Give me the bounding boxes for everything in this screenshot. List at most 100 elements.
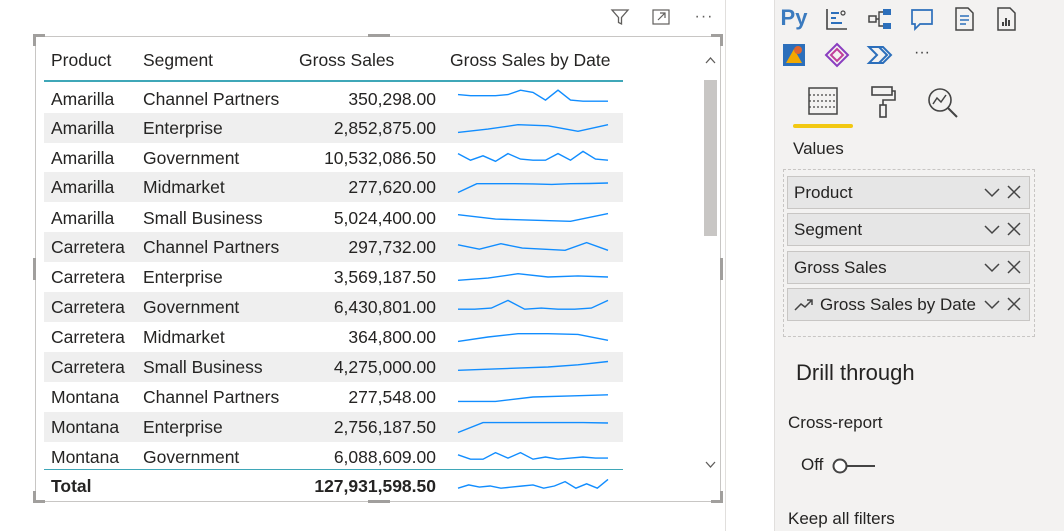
cell-product: Carretera bbox=[51, 237, 125, 257]
cell-gross-sales: 277,620.00 bbox=[348, 177, 436, 197]
close-icon[interactable] bbox=[1005, 220, 1023, 238]
table-row[interactable]: Carretera Enterprise 3,569,187.50 bbox=[44, 262, 623, 292]
cell-segment: Government bbox=[143, 447, 240, 467]
sparkline-path bbox=[457, 123, 609, 134]
sparkline-path bbox=[457, 332, 609, 343]
power-apps-diamond-icon[interactable] bbox=[822, 40, 852, 70]
column-header-gross-sales-by-date[interactable]: Gross Sales by Date bbox=[450, 50, 611, 70]
sparkline-path bbox=[457, 182, 609, 194]
resize-handle-tr[interactable] bbox=[711, 34, 723, 37]
resize-handle-left[interactable] bbox=[33, 258, 36, 280]
smart-narrative-icon[interactable] bbox=[991, 4, 1021, 34]
analytics-tab-icon[interactable] bbox=[923, 84, 963, 120]
python-visual-icon[interactable]: Py bbox=[779, 3, 809, 33]
values-well[interactable] bbox=[783, 169, 1035, 337]
table-row[interactable]: Amarilla Enterprise 2,852,875.00 bbox=[44, 113, 623, 143]
cell-product: Amarilla bbox=[51, 177, 115, 197]
resize-handle-tl-v[interactable] bbox=[33, 34, 36, 46]
header-divider bbox=[44, 80, 623, 82]
column-header-product[interactable]: Product bbox=[51, 50, 112, 70]
cell-segment: Small Business bbox=[143, 208, 263, 228]
table-row[interactable]: Amarilla Channel Partners 350,298.00 bbox=[44, 84, 623, 114]
table-row[interactable]: Montana Channel Partners 277,548.00 bbox=[44, 382, 623, 412]
close-icon[interactable] bbox=[1005, 183, 1023, 201]
resize-handle-bl[interactable] bbox=[33, 500, 45, 503]
table-row[interactable]: Carretera Government 6,430,801.00 bbox=[44, 292, 623, 322]
power-apps-icon[interactable] bbox=[779, 40, 809, 70]
table-row[interactable]: Amarilla Government 10,532,086.50 bbox=[44, 143, 623, 173]
cell-product: Montana bbox=[51, 447, 120, 467]
scroll-up-icon[interactable] bbox=[703, 52, 718, 67]
cell-product: Amarilla bbox=[51, 118, 115, 138]
chevron-down-icon[interactable] bbox=[983, 295, 1001, 313]
cell-gross-sales: 5,024,400.00 bbox=[333, 208, 436, 228]
field-pill[interactable]: Product bbox=[787, 176, 1030, 209]
resize-handle-bottom[interactable] bbox=[368, 500, 390, 503]
resize-handle-bl-v[interactable] bbox=[33, 491, 36, 503]
cell-gross-sales: 4,275,000.00 bbox=[333, 357, 436, 377]
scrollbar-thumb[interactable] bbox=[704, 80, 717, 236]
table-row[interactable]: Carretera Small Business 4,275,000.00 bbox=[44, 352, 623, 382]
field-pill[interactable]: Gross Sales bbox=[787, 251, 1030, 284]
scroll-down-icon[interactable] bbox=[703, 457, 718, 472]
cell-segment: Midmarket bbox=[143, 327, 225, 347]
cell-gross-sales: 3,569,187.50 bbox=[333, 267, 436, 287]
sparkline bbox=[457, 241, 609, 252]
field-name: Segment bbox=[794, 220, 863, 239]
sparkline-path bbox=[458, 299, 609, 310]
sparkline-path bbox=[457, 212, 609, 223]
table-row[interactable]: Carretera Channel Partners 297,732.00 bbox=[44, 232, 623, 262]
sparkline-path bbox=[457, 421, 609, 434]
visual-more-label: ··· bbox=[914, 44, 930, 61]
table-row[interactable]: Carretera Midmarket 364,800.00 bbox=[44, 322, 623, 352]
resize-handle-br-v[interactable] bbox=[720, 491, 723, 503]
paginated-report-icon[interactable] bbox=[949, 4, 979, 34]
column-header-gross-sales[interactable]: Gross Sales bbox=[299, 50, 395, 70]
table-row[interactable]: Amarilla Small Business 5,024,400.00 bbox=[44, 203, 623, 233]
resize-handle-br[interactable] bbox=[711, 500, 723, 503]
visual-icon-ellipsis[interactable]: ··· bbox=[907, 38, 937, 68]
close-icon[interactable] bbox=[1005, 295, 1023, 313]
qa-icon[interactable] bbox=[907, 4, 937, 34]
chevron-down-icon[interactable] bbox=[983, 258, 1001, 276]
field-pill[interactable]: Gross Sales by Date bbox=[787, 288, 1030, 321]
more-options-icon[interactable]: ··· bbox=[693, 7, 715, 27]
sparkline bbox=[457, 332, 609, 343]
cell-gross-sales: 350,298.00 bbox=[348, 89, 436, 109]
resize-handle-top[interactable] bbox=[368, 34, 390, 37]
chevron-down-icon[interactable] bbox=[983, 183, 1001, 201]
power-automate-icon[interactable] bbox=[865, 40, 895, 70]
resize-handle-right[interactable] bbox=[720, 258, 723, 280]
resize-handle-tl[interactable] bbox=[33, 34, 45, 37]
sparkline-path bbox=[457, 478, 609, 490]
decomposition-tree-icon[interactable] bbox=[865, 4, 895, 34]
active-tab-indicator bbox=[793, 124, 853, 128]
cell-product: Carretera bbox=[51, 357, 125, 377]
filter-icon[interactable] bbox=[609, 7, 631, 27]
total-sparkline bbox=[457, 478, 609, 490]
resize-handle-tr-v[interactable] bbox=[720, 34, 723, 46]
cell-segment: Channel Partners bbox=[143, 387, 280, 407]
field-name: Gross Sales bbox=[794, 258, 887, 277]
sparkline bbox=[457, 212, 609, 223]
focus-mode-icon[interactable] bbox=[650, 7, 672, 27]
cross-report-toggle-state: Off bbox=[801, 455, 824, 474]
fields-tab-icon[interactable] bbox=[803, 84, 843, 120]
chevron-down-icon[interactable] bbox=[983, 220, 1001, 238]
field-pill[interactable]: Segment bbox=[787, 213, 1030, 246]
cell-gross-sales: 277,548.00 bbox=[348, 387, 436, 407]
table-row[interactable]: Montana Enterprise 2,756,187.50 bbox=[44, 412, 623, 442]
sparkline-field-icon bbox=[794, 297, 814, 313]
close-icon[interactable] bbox=[1005, 258, 1023, 276]
table-row[interactable]: Montana Government 6,088,609.00 bbox=[44, 442, 623, 472]
cell-product: Carretera bbox=[51, 327, 125, 347]
values-label: Values bbox=[793, 139, 844, 158]
field-name: Gross Sales by Date bbox=[820, 295, 976, 314]
cross-report-label: Cross-report bbox=[788, 413, 883, 432]
key-influencers-icon[interactable] bbox=[822, 4, 852, 34]
table-row[interactable]: Amarilla Midmarket 277,620.00 bbox=[44, 172, 623, 202]
cross-report-toggle[interactable] bbox=[831, 458, 877, 474]
cell-segment: Channel Partners bbox=[143, 89, 280, 109]
column-header-segment[interactable]: Segment bbox=[143, 50, 214, 70]
format-tab-icon[interactable] bbox=[863, 84, 903, 120]
